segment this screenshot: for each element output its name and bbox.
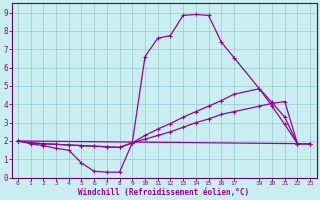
X-axis label: Windchill (Refroidissement éolien,°C): Windchill (Refroidissement éolien,°C) bbox=[78, 188, 250, 197]
